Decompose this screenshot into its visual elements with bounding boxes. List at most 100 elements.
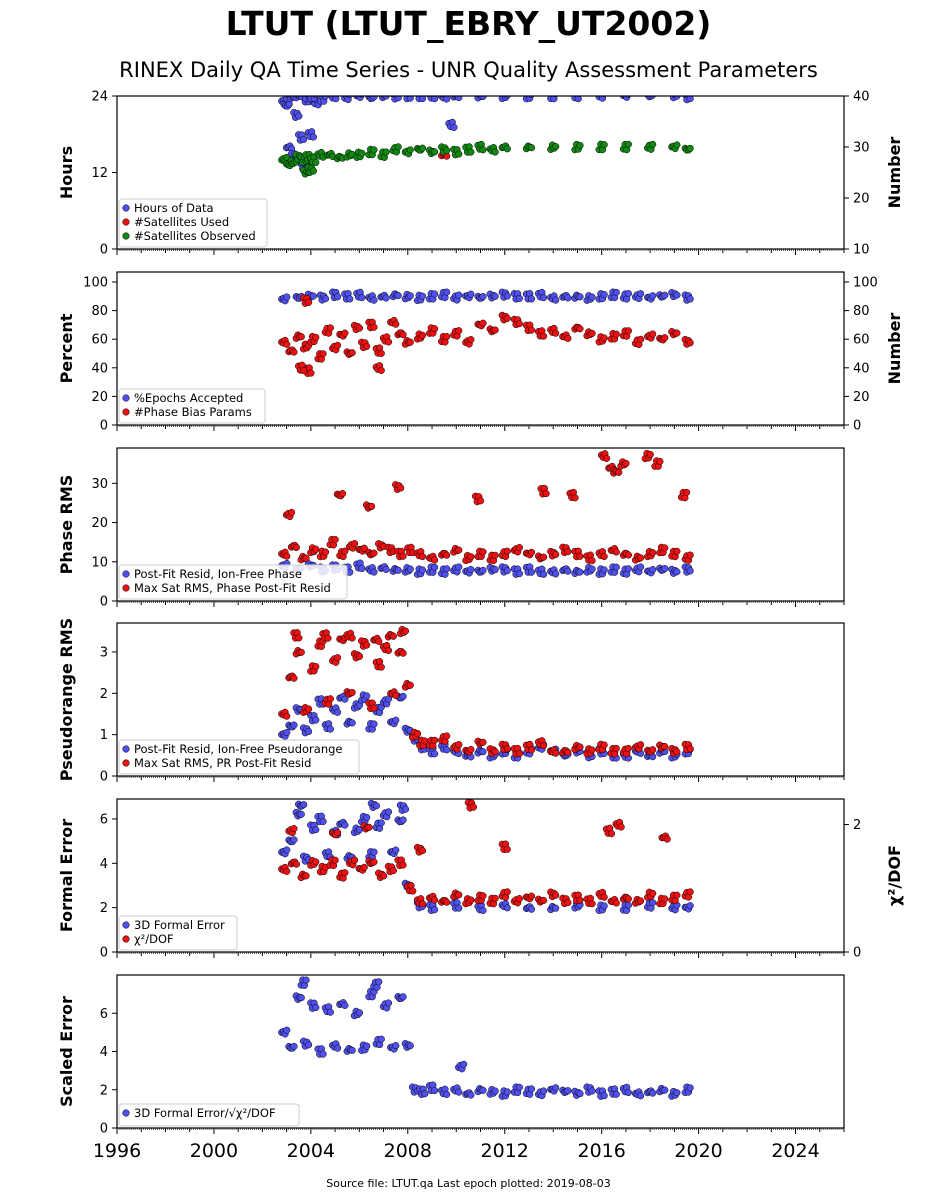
data-point--satellites-observed	[467, 148, 475, 156]
data-point--dof	[351, 856, 359, 864]
data-point-max-sat-rms-pr-post-fit-resid	[443, 732, 451, 740]
data-points	[278, 288, 694, 377]
data-point-max-sat-rms-phase-post-fit-resid	[455, 546, 463, 554]
data-point--satellites-observed	[312, 158, 320, 167]
legend-marker	[122, 935, 130, 943]
data-point-3d-formal-error-dof	[527, 1085, 536, 1093]
data-point-max-sat-rms-phase-post-fit-resid	[661, 544, 669, 552]
y-tick-label: 60	[91, 333, 108, 348]
data-point--satellites-observed	[431, 148, 439, 156]
y-tick-label: 4	[100, 857, 108, 872]
data-point--dof	[564, 899, 572, 907]
data-point-post-fit-resid-ion-free-pseudorange	[370, 720, 378, 728]
data-point--dof	[312, 858, 320, 866]
data-point-post-fit-resid-ion-free-pseudorange	[290, 721, 298, 729]
data-point--phase-bias-params	[341, 329, 349, 337]
data-point-hours-of-data	[443, 96, 451, 103]
legend-label: #Satellites Observed	[134, 229, 256, 243]
data-point-post-fit-resid-ion-free-phase	[491, 566, 499, 574]
legend-box	[118, 388, 266, 424]
data-point-hours-of-data	[649, 96, 657, 99]
data-points	[278, 799, 694, 914]
data-point-3d-formal-error-dof	[491, 1087, 499, 1095]
data-point--epochs-accepted	[686, 295, 694, 303]
panel-3: 0 10 20 30 Phase RMS Post-Fit Resid, Ion-Free…	[57, 447, 845, 610]
y2-axis-label: Number	[885, 313, 904, 385]
data-point-post-fit-resid-ion-free-phase	[600, 566, 608, 574]
data-point--phase-bias-params	[455, 327, 463, 335]
data-point-3d-formal-error-dof	[392, 1042, 400, 1050]
data-point-max-sat-rms-pr-post-fit-resid	[661, 743, 669, 751]
data-point--satellites-observed	[406, 146, 414, 154]
data-point-max-sat-rms-phase-post-fit-resid	[360, 544, 368, 552]
legend-label: %Epochs Accepted	[134, 391, 243, 405]
data-point--epochs-accepted	[624, 290, 632, 298]
data-point-max-sat-rms-phase-post-fit-resid	[477, 497, 485, 505]
data-point--epochs-accepted	[515, 294, 523, 302]
data-point-max-sat-rms-pr-post-fit-resid	[384, 646, 393, 655]
data-point-3d-formal-error	[341, 821, 349, 829]
data-point-hours-of-data	[332, 96, 340, 103]
data-point-post-fit-resid-ion-free-phase	[552, 570, 560, 578]
data-point--epochs-accepted	[443, 288, 451, 296]
data-point-max-sat-rms-pr-post-fit-resid	[515, 750, 523, 758]
data-point--phase-bias-params	[600, 334, 608, 342]
data-point-max-sat-rms-phase-post-fit-resid	[503, 547, 511, 555]
data-point-max-sat-rms-phase-post-fit-resid	[564, 548, 572, 556]
data-point--epochs-accepted	[564, 294, 572, 302]
data-point--phase-bias-params	[673, 329, 681, 337]
data-point--phase-bias-params	[312, 333, 320, 341]
data-point-max-sat-rms-pr-post-fit-resid	[324, 634, 332, 642]
data-point--phase-bias-params	[418, 331, 427, 339]
data-point--dof	[331, 856, 339, 864]
data-point-3d-formal-error	[300, 801, 308, 809]
legend-marker	[122, 1109, 130, 1117]
data-point-max-sat-rms-phase-post-fit-resid	[368, 502, 376, 510]
data-point-3d-formal-error	[363, 813, 371, 821]
data-point-post-fit-resid-ion-free-phase	[418, 566, 427, 574]
data-point--dof	[661, 895, 669, 903]
data-point-post-fit-resid-ion-free-phase	[637, 563, 645, 571]
data-point--dof	[370, 858, 378, 866]
data-point-max-sat-rms-phase-post-fit-resid	[338, 490, 347, 498]
data-point--dof	[527, 892, 536, 900]
data-point--epochs-accepted	[540, 294, 548, 302]
legend-label: #Satellites Used	[134, 215, 229, 229]
data-point-hours-of-data	[356, 96, 364, 101]
data-point-post-fit-resid-ion-free-phase	[455, 563, 463, 571]
y-tick-label: 2	[100, 687, 108, 702]
data-point--phase-bias-params	[431, 325, 439, 333]
data-point--dof	[443, 898, 451, 906]
data-point-max-sat-rms-phase-post-fit-resid	[302, 554, 310, 562]
data-point-post-fit-resid-ion-free-phase	[540, 570, 548, 578]
data-point--epochs-accepted	[491, 292, 499, 300]
data-point-max-sat-rms-pr-post-fit-resid	[295, 634, 303, 642]
data-point--phase-bias-params	[564, 334, 572, 342]
data-point-hours-of-data	[309, 133, 317, 141]
data-point-max-sat-rms-pr-post-fit-resid	[467, 745, 475, 754]
y2-tick-label: 40	[853, 361, 870, 376]
data-point--dof	[467, 896, 475, 904]
data-point-max-sat-rms-phase-post-fit-resid	[656, 457, 664, 466]
x-tick-label: 2016	[577, 1140, 625, 1162]
data-point-max-sat-rms-phase-post-fit-resid	[649, 549, 657, 557]
y-tick-label: 0	[100, 1122, 108, 1137]
data-point--dof	[431, 896, 439, 904]
y-tick-label: 1	[100, 728, 108, 743]
data-point--satellites-observed	[491, 148, 499, 156]
data-point-3d-formal-error-dof	[297, 994, 305, 1002]
data-point-hours-of-data	[382, 96, 390, 100]
data-point--epochs-accepted	[418, 292, 427, 300]
data-point-post-fit-resid-ion-free-pseudorange	[479, 748, 487, 756]
data-point--phase-bias-params	[307, 369, 315, 377]
y-tick-label: 12	[91, 166, 108, 181]
data-point--phase-bias-params	[290, 348, 298, 356]
data-point-3d-formal-error-dof	[467, 1091, 475, 1099]
data-point-max-sat-rms-pr-post-fit-resid	[431, 736, 439, 744]
data-point--satellites-observed	[600, 141, 608, 149]
data-point--satellites-observed	[503, 145, 511, 153]
y2-tick-label: 60	[853, 333, 870, 348]
data-point--satellites-observed	[686, 144, 694, 152]
data-point-max-sat-rms-pr-post-fit-resid	[612, 744, 620, 753]
data-point-3d-formal-error-dof	[588, 1087, 596, 1095]
